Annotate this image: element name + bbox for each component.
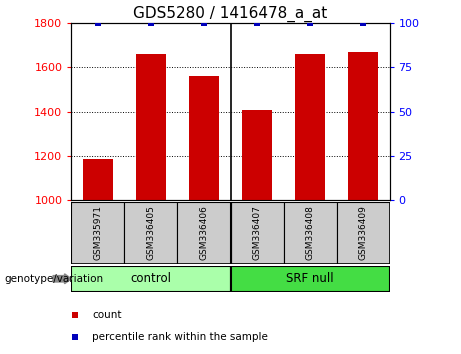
Title: GDS5280 / 1416478_a_at: GDS5280 / 1416478_a_at (133, 5, 328, 22)
Text: SRF null: SRF null (286, 272, 334, 285)
Text: count: count (92, 310, 122, 320)
Bar (296, 54, 325, 200)
Bar (124, 202, 177, 264)
Bar (136, 54, 165, 200)
Bar (242, 110, 272, 200)
Bar (83, 159, 112, 200)
Bar (349, 52, 378, 200)
Text: percentile rank within the sample: percentile rank within the sample (92, 332, 268, 342)
Text: GSM336408: GSM336408 (306, 205, 314, 260)
Text: control: control (130, 272, 171, 285)
Bar (284, 202, 337, 264)
Text: GSM336405: GSM336405 (147, 205, 155, 260)
Bar (230, 202, 284, 264)
Bar (71, 202, 124, 264)
Text: GSM336407: GSM336407 (253, 205, 261, 260)
Bar (177, 202, 230, 264)
Text: GSM336406: GSM336406 (200, 205, 208, 260)
Bar (230, 266, 390, 292)
Bar (337, 202, 390, 264)
Bar (71, 266, 230, 292)
Text: genotype/variation: genotype/variation (5, 274, 104, 284)
Text: GSM336409: GSM336409 (359, 205, 367, 260)
Bar (189, 76, 219, 200)
Text: GSM335971: GSM335971 (94, 205, 102, 260)
